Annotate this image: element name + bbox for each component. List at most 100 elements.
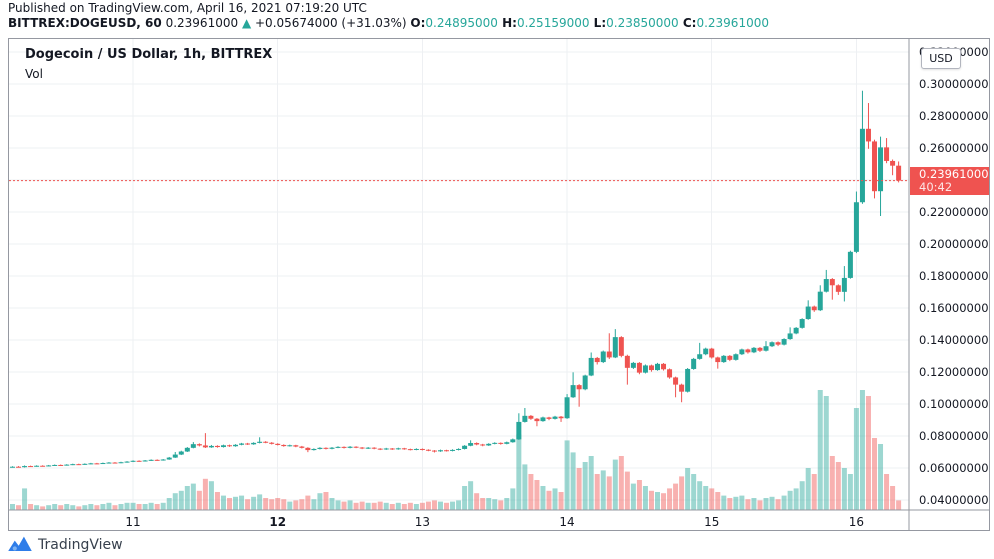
volume-bar xyxy=(805,468,811,510)
volume-bar xyxy=(22,488,28,510)
volume-bar xyxy=(214,492,220,510)
volume-bar xyxy=(685,468,691,510)
volume-bar xyxy=(890,486,896,510)
volume-bar xyxy=(34,505,40,510)
candle-body xyxy=(787,333,793,340)
candle-body xyxy=(564,397,570,419)
volume-bar xyxy=(444,502,450,510)
brand-name[interactable]: TradingView xyxy=(38,536,123,553)
candle-body xyxy=(618,337,624,356)
candle-body xyxy=(52,464,58,466)
volume-bar xyxy=(552,488,558,510)
candle-body xyxy=(890,160,896,166)
volume-bar xyxy=(245,499,251,510)
candle-body xyxy=(377,448,383,450)
volume-bar xyxy=(419,502,425,510)
volume-bar xyxy=(227,498,233,510)
candle-body xyxy=(823,279,829,292)
volume-bar xyxy=(94,505,100,510)
volume-bar xyxy=(697,481,703,510)
volume-bar xyxy=(233,496,239,510)
volume-bar xyxy=(588,456,594,510)
candle-body xyxy=(709,348,715,358)
volume-bar xyxy=(884,474,890,510)
volume-bar xyxy=(570,452,576,510)
candle-body xyxy=(474,443,480,445)
candle-body xyxy=(40,465,46,467)
volume-bar xyxy=(715,492,721,510)
candle-body xyxy=(600,351,606,363)
volume-bar xyxy=(462,486,468,510)
candle-body xyxy=(341,446,347,448)
volume-bar xyxy=(679,476,685,510)
volume-bar xyxy=(377,501,383,510)
price-tick-label: 0.10000000 xyxy=(919,397,989,411)
candle-body xyxy=(28,466,34,468)
candle-body xyxy=(154,459,160,461)
volume-bar xyxy=(847,474,853,510)
volume-bar xyxy=(673,483,679,510)
volume-bar xyxy=(148,502,154,510)
candle-body xyxy=(214,445,220,448)
volume-bar xyxy=(305,495,311,510)
candle-body xyxy=(190,444,196,448)
up-arrow-icon: ▲ xyxy=(241,16,252,30)
volume-bar xyxy=(811,474,817,510)
candle-body xyxy=(739,349,745,355)
volume-bar xyxy=(329,498,335,510)
candle-body xyxy=(805,306,811,320)
volume-bar xyxy=(654,492,660,510)
volume-bar xyxy=(130,502,136,510)
candle-body xyxy=(817,291,823,311)
candle-body xyxy=(329,447,335,449)
volume-bar xyxy=(190,483,196,510)
candle-body xyxy=(896,165,902,181)
volume-bar xyxy=(841,468,847,510)
candle-body xyxy=(269,442,275,444)
volume-bar xyxy=(612,459,618,510)
candlestick-chart[interactable] xyxy=(9,39,989,530)
volume-bar xyxy=(10,504,15,510)
volume-bar xyxy=(835,462,841,510)
volume-bar xyxy=(474,493,480,510)
candle-body xyxy=(745,349,751,353)
volume-bar xyxy=(594,474,600,510)
volume-bar xyxy=(58,505,64,510)
candle-body xyxy=(365,447,371,449)
volume-bar xyxy=(468,481,474,510)
volume-bar xyxy=(540,486,546,510)
candle-body xyxy=(311,448,317,451)
volume-bar xyxy=(52,504,58,510)
volume-bar xyxy=(630,483,636,510)
candle-body xyxy=(118,462,124,464)
volume-bar xyxy=(142,504,148,510)
candle-body xyxy=(76,464,82,466)
volume-bar xyxy=(365,502,371,510)
candle-body xyxy=(130,460,136,462)
volume-bar xyxy=(829,456,835,510)
volume-bar xyxy=(691,474,697,510)
volume-bar xyxy=(709,488,715,510)
volume-bar xyxy=(178,490,184,510)
candle-body xyxy=(468,443,474,446)
volume-bar xyxy=(347,500,353,510)
candle-body xyxy=(522,415,528,422)
volume-bar xyxy=(546,490,552,510)
volume-bar xyxy=(642,486,648,510)
tradingview-logo-icon[interactable] xyxy=(8,536,32,553)
candle-body xyxy=(166,457,172,460)
candle-body xyxy=(733,354,739,360)
volume-bar xyxy=(341,501,347,510)
volume-bar xyxy=(757,500,763,510)
candle-body xyxy=(239,443,245,445)
volume-bar xyxy=(269,499,275,510)
volume-bar xyxy=(136,504,142,510)
volume-bar xyxy=(275,498,281,510)
volume-bar xyxy=(721,495,727,510)
candle-body xyxy=(34,465,40,467)
price-tick-label: 0.06000000 xyxy=(919,461,989,475)
volume-bar xyxy=(763,498,769,510)
candle-body xyxy=(775,342,781,345)
candle-body xyxy=(486,443,492,446)
